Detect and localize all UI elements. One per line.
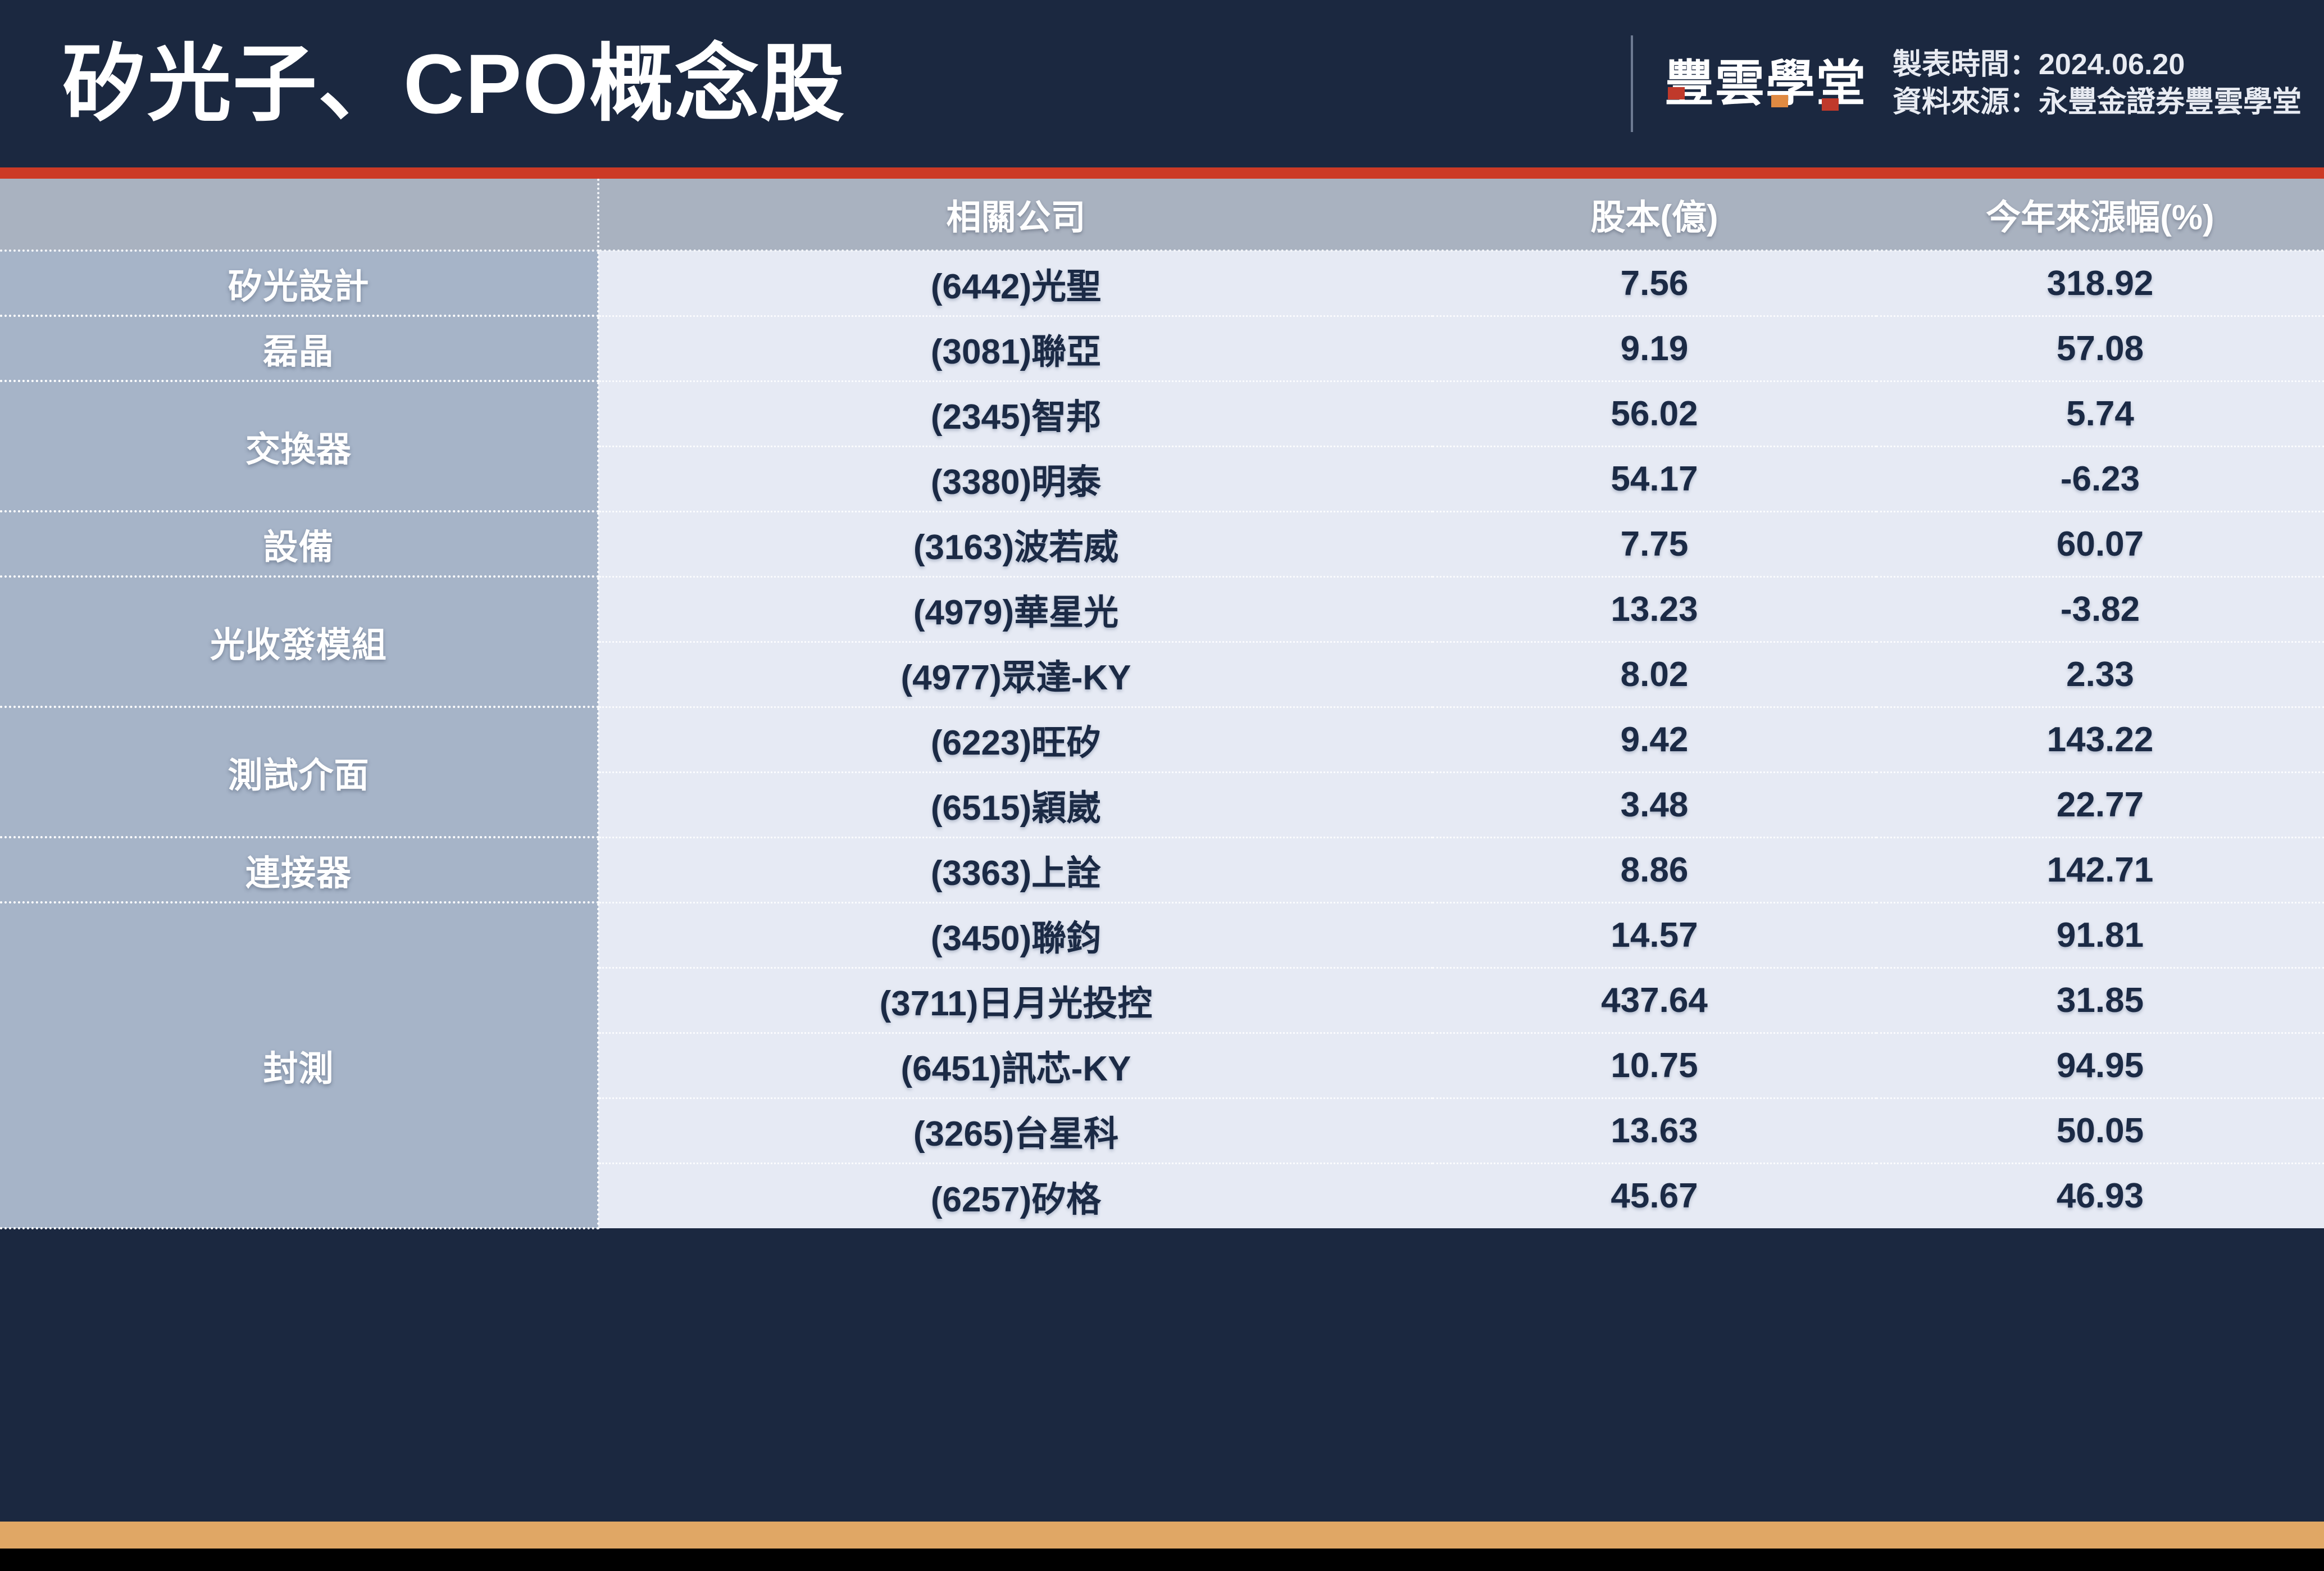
table-row: 矽光設計 (6442)光聖 7.56 318.92 (0, 251, 2324, 317)
table-row: (6257)矽格 45.67 46.93 (0, 1163, 2324, 1228)
table-row: 磊晶 (3081)聯亞 9.19 57.08 (0, 316, 2324, 382)
table-row: (3265)台星科 13.63 50.05 (0, 1098, 2324, 1164)
brand-logo: 豐雲學堂 (1664, 59, 1867, 111)
company-cell: (3363)上詮 (598, 837, 1432, 903)
category-cell: 測試介面 (0, 707, 599, 838)
capital-cell: 10.75 (1432, 1033, 1876, 1099)
category-cell: 交換器 (0, 381, 599, 512)
capital-cell: 9.42 (1432, 707, 1876, 773)
change-cell: 91.81 (1876, 902, 2324, 969)
table-body: 矽光設計 (6442)光聖 7.56 318.92 磊晶 (3081)聯亞 9.19 57.0… (0, 251, 2324, 1229)
category-cell: 封測 (0, 902, 599, 1229)
report-date: 製表時間：2024.06.20 (1892, 48, 2185, 81)
capital-cell: 45.67 (1432, 1163, 1876, 1228)
header-accent-bar (0, 167, 2324, 179)
change-cell: -6.23 (1876, 446, 2324, 512)
capital-cell: 3.48 (1432, 772, 1876, 838)
table-row: 連接器 (3363)上詮 8.86 142.71 (0, 837, 2324, 903)
footer-accent-bar (0, 1522, 2324, 1549)
table-row: (3380)明泰 54.17 -6.23 (0, 446, 2324, 512)
change-cell: 60.07 (1876, 511, 2324, 578)
corner-cell-diagonal (0, 179, 599, 252)
footer-base-bar (0, 1549, 2324, 1571)
page-header: 矽光子、CPO概念股 豐雲學堂 製表時間：2024.06.20 資料來源：永豐金… (0, 0, 2324, 167)
category-cell: 設備 (0, 511, 599, 578)
company-cell: (6451)訊芯-KY (598, 1033, 1432, 1099)
table-row: 測試介面 (6223)旺矽 9.42 143.22 (0, 707, 2324, 838)
change-cell: -3.82 (1876, 576, 2324, 643)
category-cell: 磊晶 (0, 316, 599, 382)
capital-cell: 8.86 (1432, 837, 1876, 903)
stock-table: 相關公司 股本(億) 今年來漲幅(%) 矽光設計 (6442)光聖 7.56 318.… (0, 179, 2324, 1229)
company-cell: (4979)華星光 (598, 576, 1432, 643)
category-cell: 連接器 (0, 837, 599, 903)
table-row: 交換器 (2345)智邦 56.02 5.74 (0, 381, 2324, 512)
change-cell: 31.85 (1876, 968, 2324, 1034)
change-cell: 2.33 (1876, 642, 2324, 708)
company-cell: (3081)聯亞 (598, 316, 1432, 382)
header-divider (1630, 35, 1633, 132)
company-cell: (6515)穎崴 (598, 772, 1432, 838)
table-row: 設備 (3163)波若威 7.75 60.07 (0, 511, 2324, 578)
company-cell: (6442)光聖 (598, 251, 1432, 317)
table-row: 光收發模組 (4979)華星光 13.23 -3.82 (0, 576, 2324, 708)
table-row: (6515)穎崴 3.48 22.77 (0, 772, 2324, 838)
header-right-block: 豐雲學堂 製表時間：2024.06.20 資料來源：永豐金證券豐雲學堂 (1630, 0, 2302, 167)
capital-cell: 54.17 (1432, 446, 1876, 512)
logo-accent-dot-icon (1771, 95, 1788, 107)
capital-cell: 9.19 (1432, 316, 1876, 382)
change-cell: 143.22 (1876, 707, 2324, 773)
category-cell: 光收發模組 (0, 576, 599, 708)
company-cell: (4977)眾達-KY (598, 642, 1432, 708)
capital-cell: 13.63 (1432, 1098, 1876, 1164)
change-cell: 142.71 (1876, 837, 2324, 903)
header-meta: 製表時間：2024.06.20 資料來源：永豐金證券豐雲學堂 (1893, 46, 2302, 121)
capital-cell: 8.02 (1432, 642, 1876, 708)
capital-cell: 13.23 (1432, 576, 1876, 643)
table-row: (3711)日月光投控 437.64 31.85 (0, 968, 2324, 1034)
company-cell: (3265)台星科 (598, 1098, 1432, 1164)
table-header-row: 相關公司 股本(億) 今年來漲幅(%) (0, 179, 2324, 252)
table-row: (4977)眾達-KY 8.02 2.33 (0, 642, 2324, 708)
column-header-change: 今年來漲幅(%) (1876, 179, 2324, 252)
data-source: 資料來源：永豐金證券豐雲學堂 (1892, 86, 2302, 119)
change-cell: 318.92 (1876, 251, 2324, 317)
capital-cell: 7.56 (1432, 251, 1876, 317)
change-cell: 94.95 (1876, 1033, 2324, 1099)
change-cell: 22.77 (1876, 772, 2324, 838)
category-cell: 矽光設計 (0, 251, 599, 317)
company-cell: (6223)旺矽 (598, 707, 1432, 773)
company-cell: (3380)明泰 (598, 446, 1432, 512)
company-cell: (3163)波若威 (598, 511, 1432, 578)
company-cell: (2345)智邦 (598, 381, 1432, 447)
capital-cell: 56.02 (1432, 381, 1876, 447)
logo-accent-dot-icon (1667, 87, 1685, 99)
logo-accent-dot-icon (1821, 98, 1839, 111)
company-cell: (6257)矽格 (598, 1163, 1432, 1228)
column-header-capital: 股本(億) (1432, 179, 1876, 252)
change-cell: 46.93 (1876, 1163, 2324, 1228)
capital-cell: 14.57 (1432, 902, 1876, 969)
table-row: (6451)訊芯-KY 10.75 94.95 (0, 1033, 2324, 1099)
capital-cell: 7.75 (1432, 511, 1876, 578)
page-title: 矽光子、CPO概念股 (62, 37, 846, 131)
change-cell: 57.08 (1876, 316, 2324, 382)
table-row: 封測 (3450)聯鈞 14.57 91.81 (0, 902, 2324, 1229)
company-cell: (3711)日月光投控 (598, 968, 1432, 1034)
company-cell: (3450)聯鈞 (598, 902, 1432, 969)
change-cell: 5.74 (1876, 381, 2324, 447)
column-header-company: 相關公司 (598, 179, 1432, 252)
stock-table-container: 相關公司 股本(億) 今年來漲幅(%) 矽光設計 (6442)光聖 7.56 318.… (0, 179, 2324, 1527)
change-cell: 50.05 (1876, 1098, 2324, 1164)
capital-cell: 437.64 (1432, 968, 1876, 1034)
